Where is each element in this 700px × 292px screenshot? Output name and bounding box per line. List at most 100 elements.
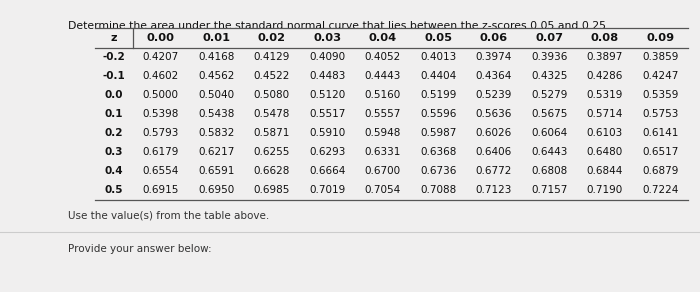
Text: 0.4207: 0.4207 <box>143 52 179 62</box>
Text: 0.6736: 0.6736 <box>420 166 456 176</box>
Text: 0.3974: 0.3974 <box>475 52 512 62</box>
Text: 0.6664: 0.6664 <box>309 166 345 176</box>
Text: 0.5319: 0.5319 <box>587 90 623 100</box>
Text: 0.6915: 0.6915 <box>143 185 179 195</box>
Text: 0.6480: 0.6480 <box>587 147 623 157</box>
Text: 0.02: 0.02 <box>258 33 286 43</box>
Text: 0.7123: 0.7123 <box>475 185 512 195</box>
Text: 0.7157: 0.7157 <box>531 185 568 195</box>
Text: 0.4286: 0.4286 <box>587 71 623 81</box>
Text: 0.5596: 0.5596 <box>420 109 456 119</box>
Text: 0.5438: 0.5438 <box>198 109 235 119</box>
Text: 0.5398: 0.5398 <box>143 109 179 119</box>
Text: 0.08: 0.08 <box>591 33 619 43</box>
Text: 0.6808: 0.6808 <box>531 166 568 176</box>
Text: 0.5000: 0.5000 <box>143 90 178 100</box>
Text: 0.5478: 0.5478 <box>253 109 290 119</box>
Text: 0.09: 0.09 <box>646 33 674 43</box>
Text: 0.3859: 0.3859 <box>642 52 678 62</box>
Text: 0.5636: 0.5636 <box>475 109 512 119</box>
Text: -0.1: -0.1 <box>103 71 125 81</box>
Text: 0.01: 0.01 <box>202 33 230 43</box>
Text: 0.4090: 0.4090 <box>309 52 345 62</box>
Text: Provide your answer below:: Provide your answer below: <box>68 244 211 254</box>
Text: 0.6331: 0.6331 <box>365 147 401 157</box>
Text: 0.1: 0.1 <box>105 109 123 119</box>
Text: 0.4562: 0.4562 <box>198 71 235 81</box>
Text: 0.5120: 0.5120 <box>309 90 345 100</box>
Text: 0.2: 0.2 <box>105 128 123 138</box>
Text: 0.6179: 0.6179 <box>143 147 179 157</box>
Text: z: z <box>111 33 118 43</box>
Text: 0.4404: 0.4404 <box>420 71 456 81</box>
Text: 0.6103: 0.6103 <box>587 128 623 138</box>
Text: 0.5557: 0.5557 <box>365 109 401 119</box>
Text: 0.5: 0.5 <box>105 185 123 195</box>
Text: 0.5080: 0.5080 <box>253 90 290 100</box>
Text: 0.3936: 0.3936 <box>531 52 568 62</box>
Text: 0.6591: 0.6591 <box>198 166 235 176</box>
Text: 0.00: 0.00 <box>147 33 175 43</box>
Text: 0.5714: 0.5714 <box>587 109 623 119</box>
Text: 0.4364: 0.4364 <box>475 71 512 81</box>
Text: 0.03: 0.03 <box>313 33 342 43</box>
Text: 0.4168: 0.4168 <box>198 52 235 62</box>
Text: 0.4052: 0.4052 <box>365 52 401 62</box>
Text: -0.2: -0.2 <box>103 52 125 62</box>
Text: 0.5987: 0.5987 <box>420 128 456 138</box>
Text: 0.4013: 0.4013 <box>420 52 456 62</box>
Text: 0.6879: 0.6879 <box>642 166 678 176</box>
Text: 0.4129: 0.4129 <box>253 52 290 62</box>
Text: 0.6950: 0.6950 <box>198 185 235 195</box>
Text: 0.7224: 0.7224 <box>642 185 678 195</box>
Text: 0.7054: 0.7054 <box>365 185 401 195</box>
Text: 0.5239: 0.5239 <box>475 90 512 100</box>
Text: 0.4522: 0.4522 <box>253 71 290 81</box>
Text: 0.6368: 0.6368 <box>420 147 456 157</box>
Text: 0.04: 0.04 <box>369 33 397 43</box>
Text: 0.5160: 0.5160 <box>365 90 401 100</box>
Text: 0.4325: 0.4325 <box>531 71 568 81</box>
Text: 0.5753: 0.5753 <box>642 109 678 119</box>
Text: 0.6443: 0.6443 <box>531 147 568 157</box>
Text: 0.5040: 0.5040 <box>198 90 235 100</box>
Text: 0.7088: 0.7088 <box>420 185 456 195</box>
Text: 0.3: 0.3 <box>105 147 123 157</box>
Text: Use the value(s) from the table above.: Use the value(s) from the table above. <box>68 210 270 220</box>
Text: 0.4483: 0.4483 <box>309 71 345 81</box>
Text: 0.3897: 0.3897 <box>587 52 623 62</box>
Text: 0.6517: 0.6517 <box>642 147 678 157</box>
Text: 0.5948: 0.5948 <box>365 128 401 138</box>
Text: 0.4602: 0.4602 <box>143 71 179 81</box>
Text: 0.6217: 0.6217 <box>198 147 235 157</box>
Text: 0.5675: 0.5675 <box>531 109 568 119</box>
Text: 0.07: 0.07 <box>536 33 564 43</box>
FancyBboxPatch shape <box>0 0 700 234</box>
Text: 0.5359: 0.5359 <box>642 90 678 100</box>
Text: 0.7190: 0.7190 <box>587 185 623 195</box>
Text: 0.6985: 0.6985 <box>253 185 290 195</box>
Text: 0.5517: 0.5517 <box>309 109 345 119</box>
Text: 0.4443: 0.4443 <box>365 71 401 81</box>
Text: 0.6026: 0.6026 <box>475 128 512 138</box>
Text: 0.6844: 0.6844 <box>587 166 623 176</box>
Text: 0.6772: 0.6772 <box>475 166 512 176</box>
Text: 0.5199: 0.5199 <box>420 90 456 100</box>
Text: 0.6406: 0.6406 <box>475 147 512 157</box>
Text: 0.6255: 0.6255 <box>253 147 290 157</box>
Text: 0.5793: 0.5793 <box>143 128 179 138</box>
Text: 0.5871: 0.5871 <box>253 128 290 138</box>
Text: 0.05: 0.05 <box>424 33 452 43</box>
Text: 0.6141: 0.6141 <box>642 128 678 138</box>
Text: 0.0: 0.0 <box>105 90 123 100</box>
Text: 0.6293: 0.6293 <box>309 147 345 157</box>
Text: 0.5910: 0.5910 <box>309 128 345 138</box>
Text: 0.4247: 0.4247 <box>642 71 678 81</box>
Text: Determine the area under the standard normal curve that lies between the z-score: Determine the area under the standard no… <box>68 21 610 31</box>
Text: 0.06: 0.06 <box>480 33 508 43</box>
Text: 0.4: 0.4 <box>105 166 123 176</box>
Text: 0.5279: 0.5279 <box>531 90 568 100</box>
FancyBboxPatch shape <box>0 234 700 292</box>
Text: 0.7019: 0.7019 <box>309 185 345 195</box>
Text: 0.6064: 0.6064 <box>531 128 568 138</box>
